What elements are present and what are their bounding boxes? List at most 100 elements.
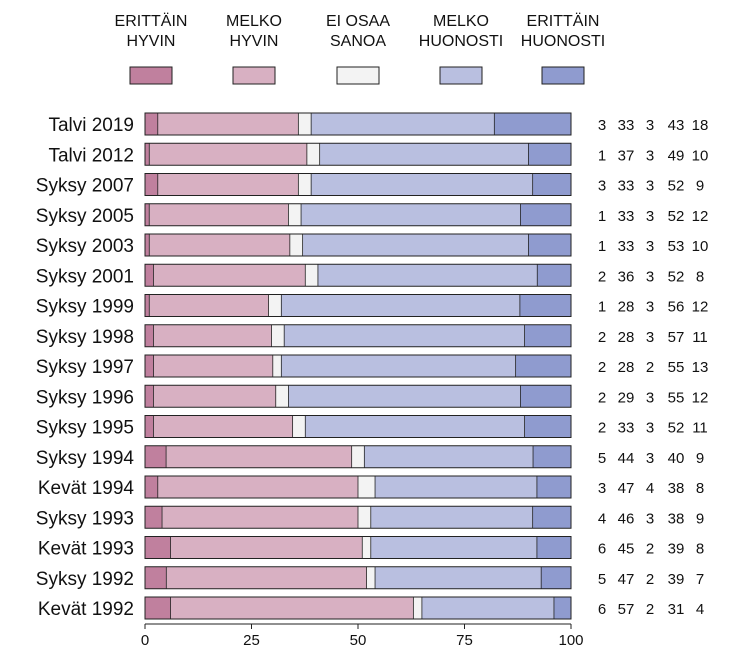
- value-label: 2: [598, 268, 606, 285]
- value-label: 33: [618, 117, 635, 134]
- bar-segment: [364, 445, 534, 468]
- category-label: Kevät 1993: [38, 539, 134, 560]
- bar-segment: [157, 113, 299, 135]
- value-label: 6: [598, 541, 606, 558]
- bar-segment: [306, 143, 320, 166]
- bar-segment: [272, 355, 282, 377]
- value-label: 5: [598, 571, 606, 588]
- bar-segment: [271, 324, 285, 347]
- legend-label: HYVIN: [230, 33, 279, 50]
- value-label: 55: [668, 359, 685, 376]
- bar-segment: [153, 324, 272, 347]
- value-label: 40: [668, 450, 685, 467]
- value-label: 3: [646, 268, 654, 285]
- bar-segment: [157, 476, 358, 498]
- category-label: Syksy 2001: [36, 266, 134, 287]
- value-label: 3: [646, 238, 654, 255]
- legend-label: SANOA: [330, 33, 386, 50]
- legend-label: ERITTÄIN: [527, 12, 600, 30]
- bar-segment: [145, 143, 150, 166]
- bar-segment: [533, 445, 571, 468]
- bar-segment: [302, 234, 529, 256]
- bar-outline: [144, 112, 572, 136]
- value-label: 8: [696, 480, 704, 497]
- category-label: Syksy 2007: [36, 176, 134, 197]
- value-label: 2: [646, 541, 654, 558]
- x-axis: 0 25 50 75 100: [141, 623, 584, 649]
- bar-segment: [528, 234, 571, 256]
- bar-segment: [553, 597, 571, 619]
- value-label: 6: [598, 601, 606, 618]
- bar-segment: [288, 203, 302, 226]
- bar-segment: [145, 173, 158, 196]
- value-label: 18: [692, 117, 709, 134]
- category-label: Syksy 1999: [36, 297, 134, 318]
- value-label: 12: [692, 299, 709, 316]
- bar-outline: [144, 566, 572, 590]
- legend-label: HUONOSTI: [419, 33, 503, 50]
- value-label: 9: [696, 178, 704, 195]
- value-label: 3: [646, 329, 654, 346]
- value-label: 33: [618, 238, 635, 255]
- category-labels: Talvi 2019 Talvi 2012 Syksy 2007 Syksy 2005…: [36, 115, 135, 620]
- x-tick-label: 75: [456, 632, 473, 649]
- value-label: 4: [646, 480, 654, 497]
- value-label: 52: [668, 208, 685, 225]
- bar-segment: [145, 536, 171, 559]
- value-label: 37: [618, 147, 635, 164]
- value-label: 3: [646, 178, 654, 195]
- value-label: 33: [618, 420, 635, 437]
- value-label: 33: [618, 208, 635, 225]
- value-label: 3: [646, 117, 654, 134]
- bar-outline: [144, 324, 572, 348]
- bar-segment: [281, 294, 520, 317]
- value-label: 52: [668, 178, 685, 195]
- value-label: 33: [618, 178, 635, 195]
- legend-label: ERITTÄIN: [115, 12, 188, 30]
- bar-segment: [520, 203, 571, 226]
- value-label: 3: [646, 450, 654, 467]
- bar-outline: [144, 173, 572, 196]
- bar-segment: [519, 294, 571, 317]
- category-label: Syksy 1992: [36, 569, 134, 590]
- bar-segment: [289, 234, 303, 256]
- bar-segment: [362, 536, 371, 559]
- value-label: 4: [696, 601, 704, 618]
- bar-segment: [298, 113, 312, 135]
- legend-label: HUONOSTI: [521, 33, 605, 50]
- bar-outline: [144, 263, 572, 287]
- bar-segment: [145, 324, 154, 347]
- value-label: 29: [618, 389, 635, 406]
- bar-segment: [311, 173, 533, 196]
- bar-segment: [145, 597, 171, 619]
- bar-segment: [145, 476, 158, 498]
- value-label: 1: [598, 238, 606, 255]
- value-label: 12: [692, 389, 709, 406]
- bar-segment: [536, 476, 571, 498]
- bar-outline: [144, 354, 572, 378]
- bar-segment: [153, 264, 306, 287]
- x-tick-label: 0: [141, 632, 149, 649]
- bar-segment: [520, 385, 571, 408]
- bar-outline: [144, 294, 572, 317]
- bar-segment: [153, 415, 293, 438]
- value-label: 38: [668, 510, 685, 527]
- legend-swatch: [439, 66, 483, 85]
- bar-segment: [145, 506, 163, 529]
- value-label: 52: [668, 420, 685, 437]
- value-label: 5: [598, 450, 606, 467]
- value-label: 10: [692, 147, 709, 164]
- value-label: 38: [668, 480, 685, 497]
- legend-swatch: [541, 66, 585, 85]
- value-label: 11: [692, 420, 708, 437]
- value-label: 1: [598, 299, 606, 316]
- category-label: Syksy 2003: [36, 236, 134, 257]
- legend-label: MELKO: [226, 13, 282, 30]
- bar-segment: [319, 143, 529, 166]
- value-label: 36: [618, 268, 635, 285]
- value-label: 44: [618, 450, 635, 467]
- value-label: 3: [646, 147, 654, 164]
- category-label: Talvi 2019: [48, 115, 134, 136]
- bar-segment: [494, 113, 571, 135]
- bar-segment: [421, 597, 554, 619]
